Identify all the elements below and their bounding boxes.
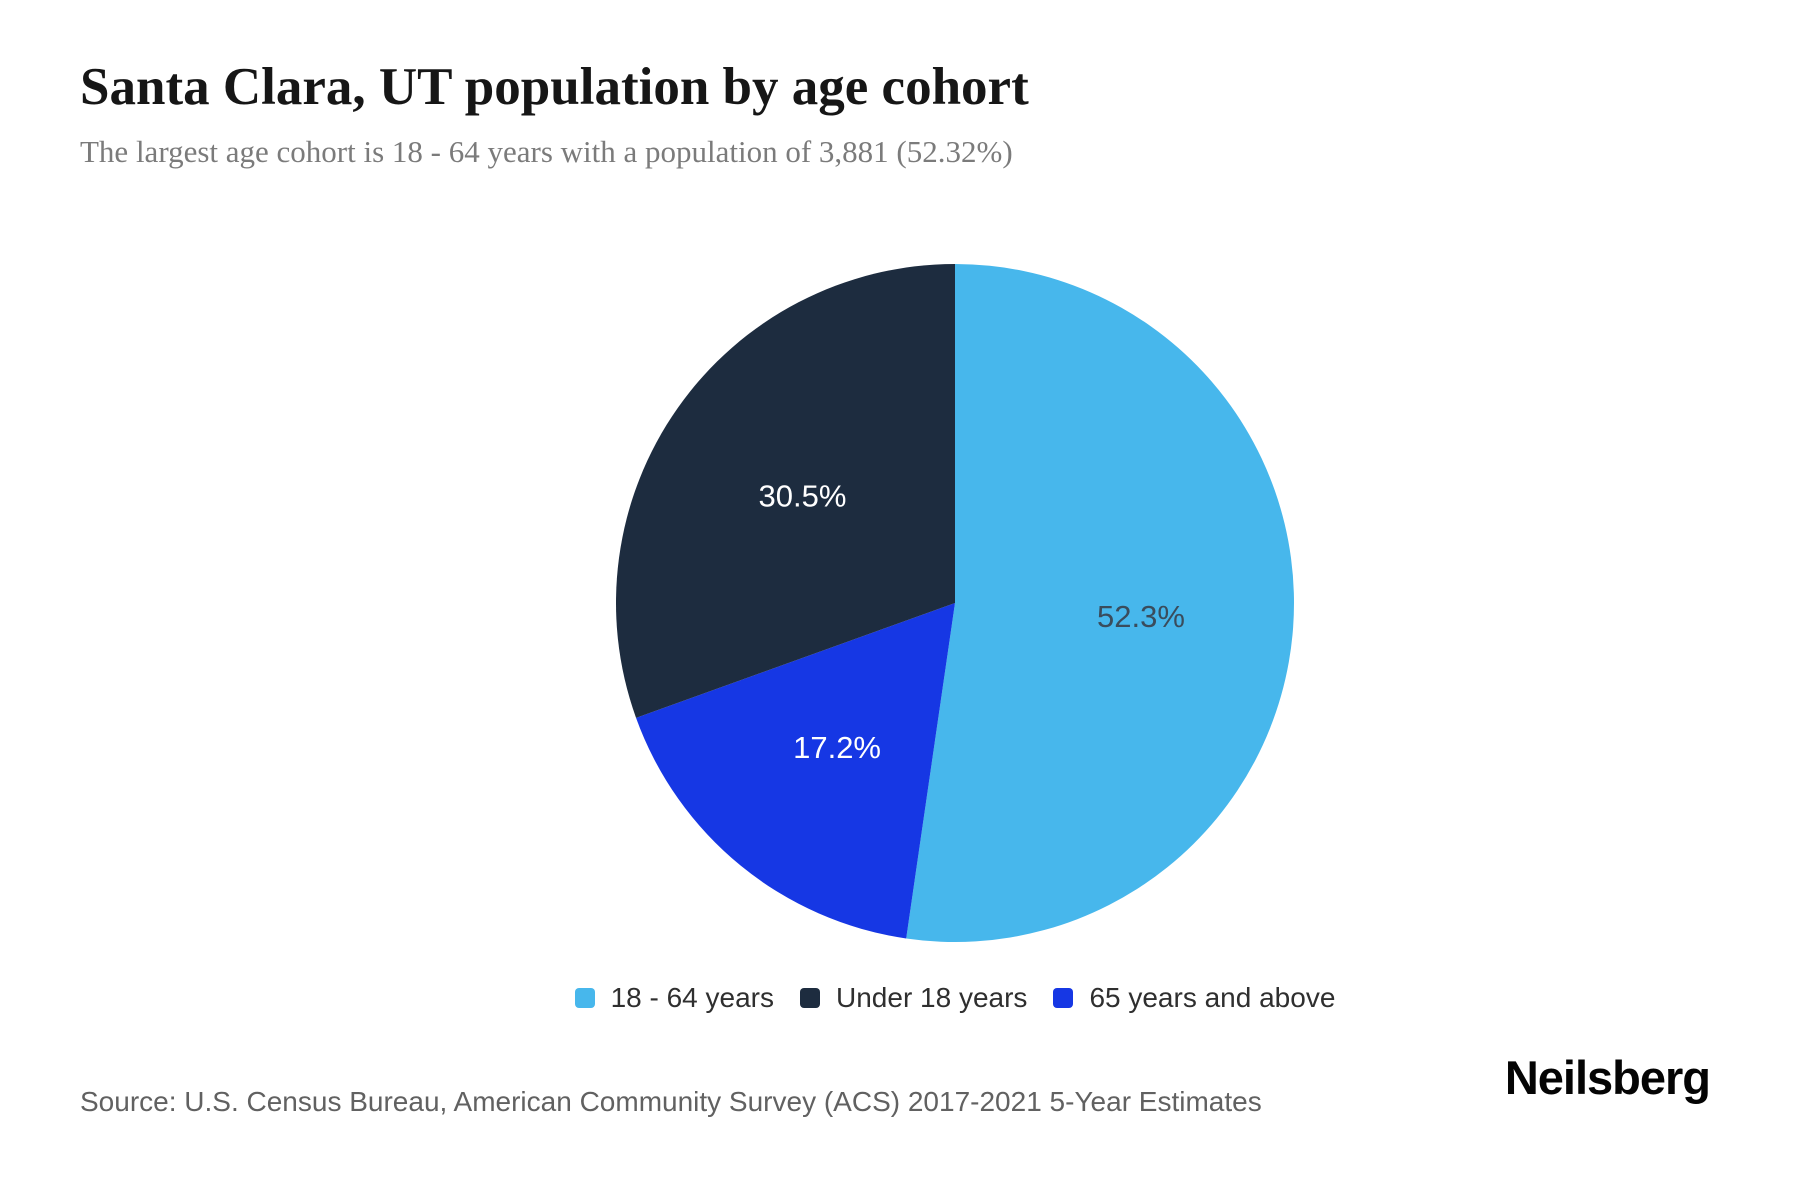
source-text: Source: U.S. Census Bureau, American Com… xyxy=(80,1086,1262,1117)
legend-label: 65 years and above xyxy=(1089,982,1336,1013)
legend-label: 18 - 64 years xyxy=(610,982,774,1013)
legend-swatch-icon xyxy=(1053,988,1074,1008)
legend-label: Under 18 years xyxy=(836,982,1028,1013)
chart-subtitle: The largest age cohort is 18 - 64 years … xyxy=(80,134,1013,169)
legend-item-18-64-years[interactable]: 18 - 64 years xyxy=(574,982,774,1013)
pie-slice-value-label: 30.5% xyxy=(759,478,847,513)
pie-slice-18-64-years[interactable] xyxy=(906,264,1294,942)
pie-slice-65-years-and-above[interactable] xyxy=(636,603,955,939)
legend-swatch-icon xyxy=(574,988,595,1008)
legend: 18 - 64 years Under 18 years 65 years and … xyxy=(110,984,1800,1012)
page-title: Santa Clara, UT population by age cohort xyxy=(80,58,1029,116)
pie-slice-under-18-years[interactable] xyxy=(616,264,955,718)
legend-swatch-icon xyxy=(800,988,820,1008)
pie-slice-value-label: 52.3% xyxy=(1097,599,1185,634)
legend-item-under-18-years[interactable]: Under 18 years xyxy=(800,984,1027,1012)
pie-slice-value-label: 17.2% xyxy=(793,730,881,765)
legend-item-65-years-and-above[interactable]: 65 years and above xyxy=(1053,984,1335,1012)
brand-logo: Neilsberg xyxy=(1504,1051,1711,1104)
